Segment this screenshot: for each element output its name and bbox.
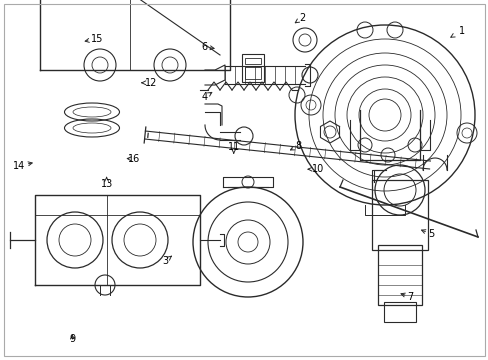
Text: 1: 1 xyxy=(450,26,464,37)
Bar xyxy=(377,245,421,305)
Text: 8: 8 xyxy=(290,141,301,151)
Bar xyxy=(371,180,427,250)
Bar xyxy=(244,67,261,79)
Text: 16: 16 xyxy=(127,154,141,164)
Text: 7: 7 xyxy=(400,292,413,302)
Bar xyxy=(383,302,415,322)
Text: 10: 10 xyxy=(307,164,324,174)
Text: 11: 11 xyxy=(227,142,240,153)
Text: 13: 13 xyxy=(100,177,113,189)
Text: 3: 3 xyxy=(162,256,171,266)
Text: 2: 2 xyxy=(295,13,305,23)
Text: 9: 9 xyxy=(69,334,75,344)
Bar xyxy=(244,58,261,64)
Text: 6: 6 xyxy=(201,42,214,52)
Text: 14: 14 xyxy=(13,161,32,171)
Bar xyxy=(242,54,264,82)
Text: 4: 4 xyxy=(201,92,211,102)
Text: 15: 15 xyxy=(85,34,103,44)
Text: 5: 5 xyxy=(421,229,433,239)
Text: 12: 12 xyxy=(142,78,158,88)
